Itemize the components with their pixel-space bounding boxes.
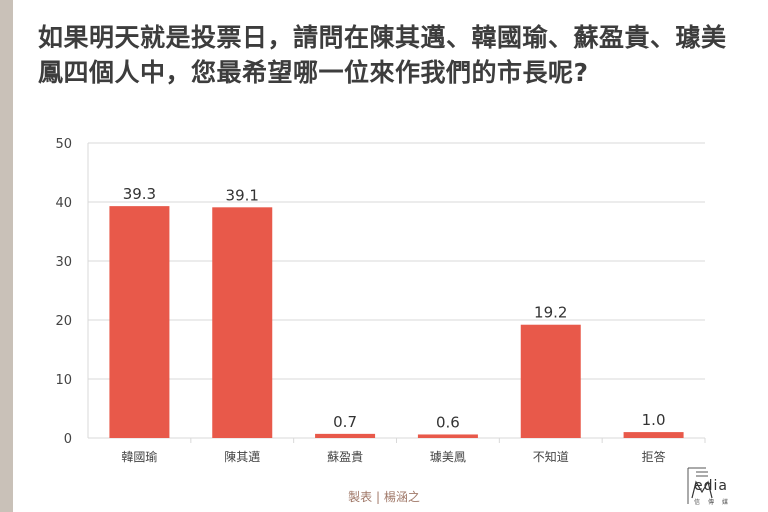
media-logo: edia 信傳媒 [684,464,764,510]
x-tick-label: 不知道 [533,450,569,464]
bar [520,324,581,438]
data-label: 1.0 [642,411,666,429]
data-label: 0.6 [436,413,460,431]
side-accent-bar [0,0,13,512]
bar [315,433,376,438]
bar [417,434,478,438]
logo-subtitle: 信傳媒 [694,499,737,506]
credit-author: 楊涵之 [383,490,420,504]
y-tick-label: 50 [55,137,72,152]
bar [109,206,170,438]
data-label: 19.2 [534,304,567,322]
y-tick-label: 40 [55,196,72,211]
logo-mark-icon [687,467,713,504]
credit-separator: | [375,490,381,504]
chart-credit: 製表 | 楊涵之 [0,488,768,505]
data-label: 39.3 [123,185,156,203]
chart-title: 如果明天就是投票日，請問在陳其邁、韓國瑜、蘇盈貴、璩美鳳四個人中，您最希望哪一位… [38,23,727,87]
x-tick-label: 璩美鳳 [430,450,466,464]
data-label: 0.7 [333,413,357,431]
y-tick-label: 30 [55,255,72,270]
y-tick-label: 10 [55,373,72,388]
x-tick-label: 韓國瑜 [121,449,157,464]
credit-label: 製表 [348,490,373,504]
x-tick-label: 蘇盈貴 [327,450,363,464]
x-tick-label: 拒答 [642,449,666,464]
y-tick-label: 0 [64,432,72,447]
y-tick-label: 20 [55,314,72,329]
logo-text: edia [694,478,728,494]
bar [212,207,273,438]
data-label: 39.1 [226,186,259,204]
bar [623,432,684,438]
x-tick-label: 陳其邁 [224,450,260,464]
